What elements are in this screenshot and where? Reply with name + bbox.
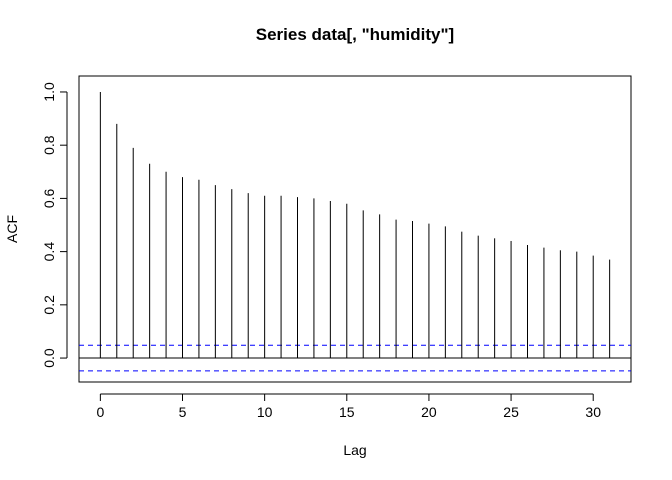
x-axis: 0 5 10 15 20 25 30 bbox=[96, 393, 601, 420]
plot-frame bbox=[78, 75, 632, 383]
y-axis-label: ACF bbox=[4, 215, 20, 243]
y-tick-label: 0.0 bbox=[41, 348, 57, 368]
x-tick-label: 30 bbox=[585, 404, 601, 420]
chart-title: Series data[, "humidity"] bbox=[256, 25, 454, 44]
y-axis: 0.0 0.2 0.4 0.6 0.8 1.0 bbox=[41, 82, 68, 368]
y-tick-label: 0.4 bbox=[41, 242, 57, 262]
y-tick-label: 0.6 bbox=[41, 188, 57, 208]
y-tick-label: 1.0 bbox=[41, 82, 57, 102]
y-tick-label: 0.2 bbox=[41, 295, 57, 315]
confidence-bounds bbox=[79, 344, 631, 372]
x-tick-label: 0 bbox=[96, 404, 104, 420]
x-tick-label: 5 bbox=[179, 404, 187, 420]
x-tick-label: 20 bbox=[421, 404, 437, 420]
y-tick-label: 0.8 bbox=[41, 135, 57, 155]
x-tick-label: 10 bbox=[257, 404, 273, 420]
x-tick-label: 25 bbox=[503, 404, 519, 420]
x-tick-label: 15 bbox=[339, 404, 355, 420]
acf-bars bbox=[99, 91, 611, 359]
x-axis-label: Lag bbox=[343, 442, 366, 458]
